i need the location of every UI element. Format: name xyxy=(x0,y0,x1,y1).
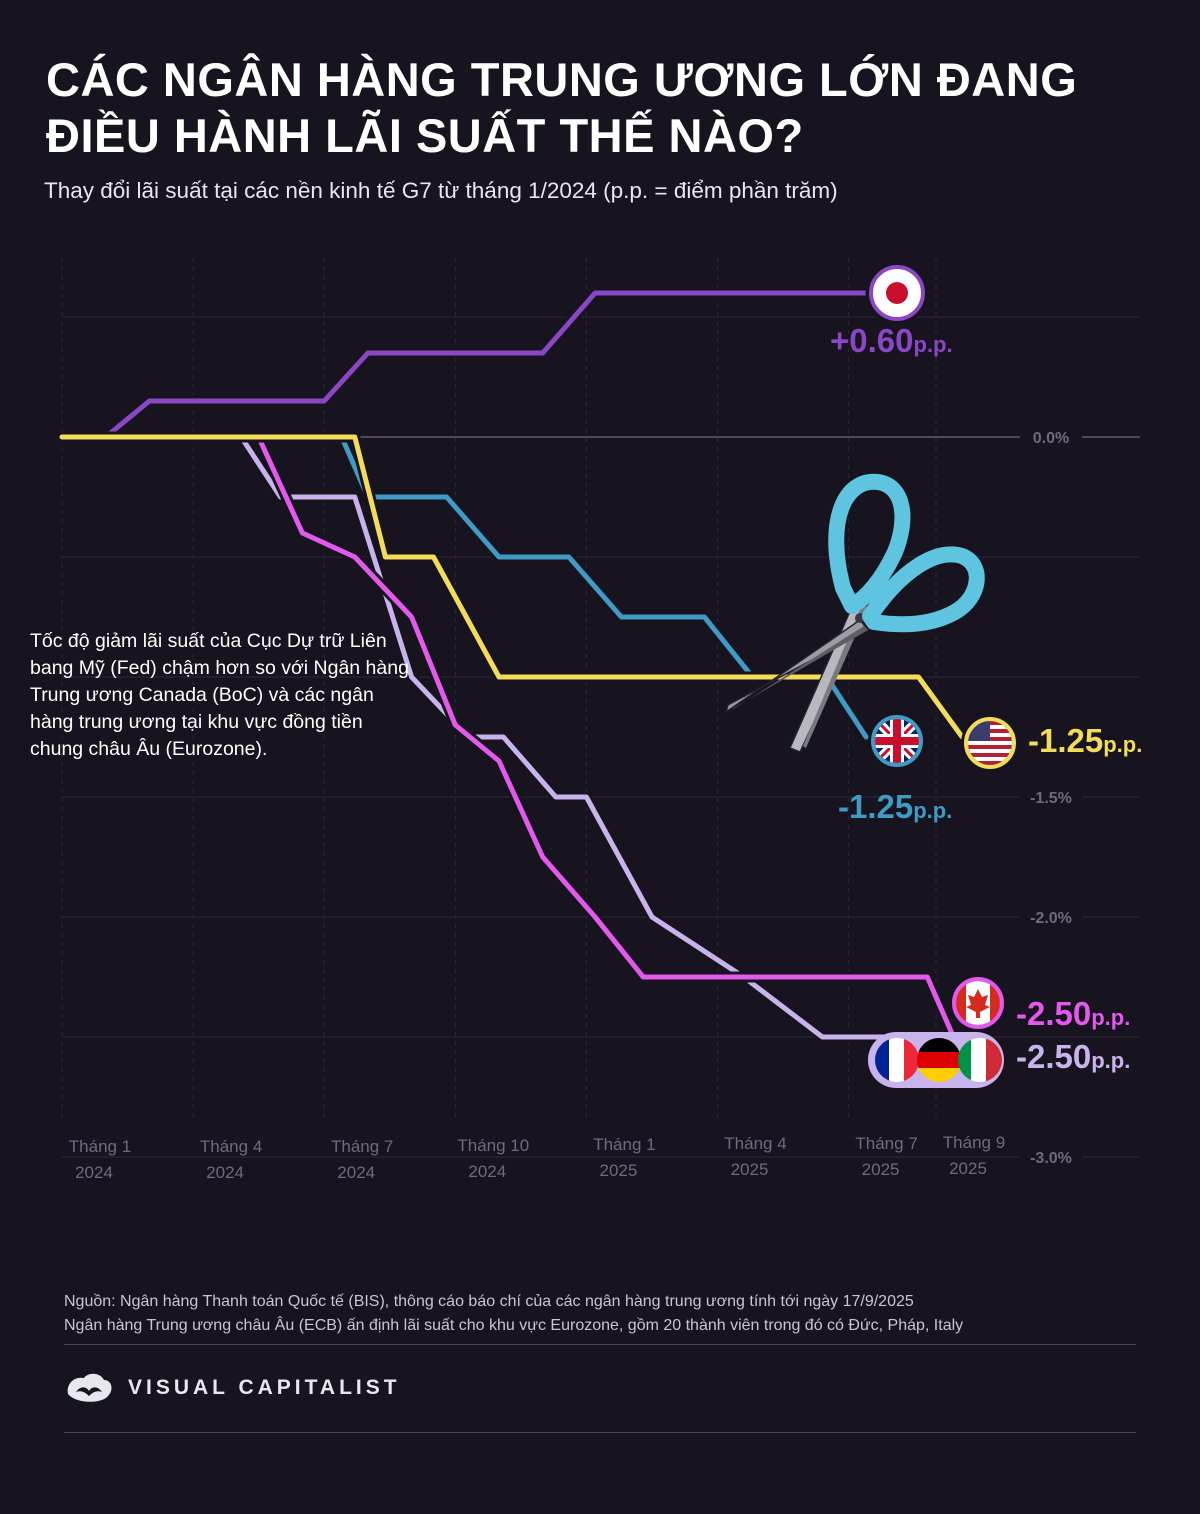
series-line-japan xyxy=(103,290,878,440)
series-line-canada xyxy=(59,434,956,1040)
x-tick-year: 2024 xyxy=(206,1163,244,1182)
x-tick-month: Tháng 7 xyxy=(855,1134,917,1153)
series-outline-japan xyxy=(100,287,881,443)
canada-change-label: -2.50p.p. xyxy=(1016,995,1130,1032)
usa-change-label: -1.25p.p. xyxy=(1028,722,1142,759)
eurozone-flags-icon xyxy=(868,1032,1004,1088)
source-line-2: Ngân hàng Trung ương châu Âu (ECB) ấn đị… xyxy=(64,1317,964,1334)
y-tick-label: -2.0% xyxy=(1030,910,1072,927)
x-tick-year: 2024 xyxy=(468,1162,506,1181)
x-tick-year: 2025 xyxy=(862,1160,900,1179)
x-tick-month: Tháng 1 xyxy=(69,1137,131,1156)
x-tick-month: Tháng 1 xyxy=(593,1135,655,1154)
japan-flag-icon xyxy=(865,261,929,325)
brand-logo: VISUAL CAPITALIST xyxy=(64,1366,401,1410)
x-tick-year: 2025 xyxy=(599,1161,637,1180)
brand-name: VISUAL CAPITALIST xyxy=(128,1376,401,1399)
source-line-1: Nguồn: Ngân hàng Thanh toán Quốc tế (BIS… xyxy=(64,1293,914,1310)
visual-capitalist-logo-icon xyxy=(67,1373,112,1402)
usa-flag-icon xyxy=(961,714,1019,772)
japan-change-label: +0.60p.p. xyxy=(830,322,953,359)
x-tick-month: Tháng 9 xyxy=(943,1133,1005,1152)
x-tick-labels: Tháng 1 2024 Tháng 4 2024 Tháng 7 2024 Tháng 1… xyxy=(69,1133,1005,1182)
x-tick-year: 2024 xyxy=(337,1163,375,1182)
y-tick-label-bg xyxy=(1020,1145,1082,1169)
eurozone-change-label: -2.50p.p. xyxy=(1016,1038,1130,1075)
annotation-text: Tốc độ giảm lãi suất của Cục Dự trữ Liên… xyxy=(30,630,409,760)
y-tick-label: 0.0% xyxy=(1033,430,1069,447)
x-tick-month: Tháng 7 xyxy=(331,1137,393,1156)
y-tick-label-bg xyxy=(1020,425,1082,449)
x-tick-year: 2025 xyxy=(949,1159,987,1178)
page-title: Các ngân hàng trung ương lớn đang điều h… xyxy=(46,53,1078,162)
x-tick-year: 2025 xyxy=(731,1160,769,1179)
footer-divider-bottom xyxy=(64,1432,1136,1433)
y-tick-label-bg xyxy=(1020,905,1082,929)
scissors-icon xyxy=(724,473,985,753)
y-tick-label: -1.5% xyxy=(1030,790,1072,807)
footer-divider-top xyxy=(64,1344,1136,1345)
x-tick-month: Tháng 4 xyxy=(200,1137,262,1156)
uk-flag-icon xyxy=(868,712,926,770)
x-tick-month: Tháng 4 xyxy=(724,1134,786,1153)
source-note: Nguồn: Ngân hàng Thanh toán Quốc tế (BIS… xyxy=(64,1290,963,1338)
rate-change-chart: 0.0% -1.5% -2.0% -3.0% Tháng 1 2024 Tháng 4 20… xyxy=(59,258,1143,1182)
subtitle: Thay đổi lãi suất tại các nền kinh tế G7… xyxy=(44,178,838,203)
x-tick-month: Tháng 10 xyxy=(457,1136,529,1155)
series-line-usa xyxy=(59,434,978,740)
y-tick-label: -3.0% xyxy=(1030,1150,1072,1167)
uk-change-label: -1.25p.p. xyxy=(838,788,952,825)
canada-flag-icon xyxy=(949,974,1007,1032)
y-tick-labels: 0.0% -1.5% -2.0% -3.0% xyxy=(1020,425,1082,1169)
y-tick-label-bg xyxy=(1020,785,1082,809)
x-tick-year: 2024 xyxy=(75,1163,113,1182)
